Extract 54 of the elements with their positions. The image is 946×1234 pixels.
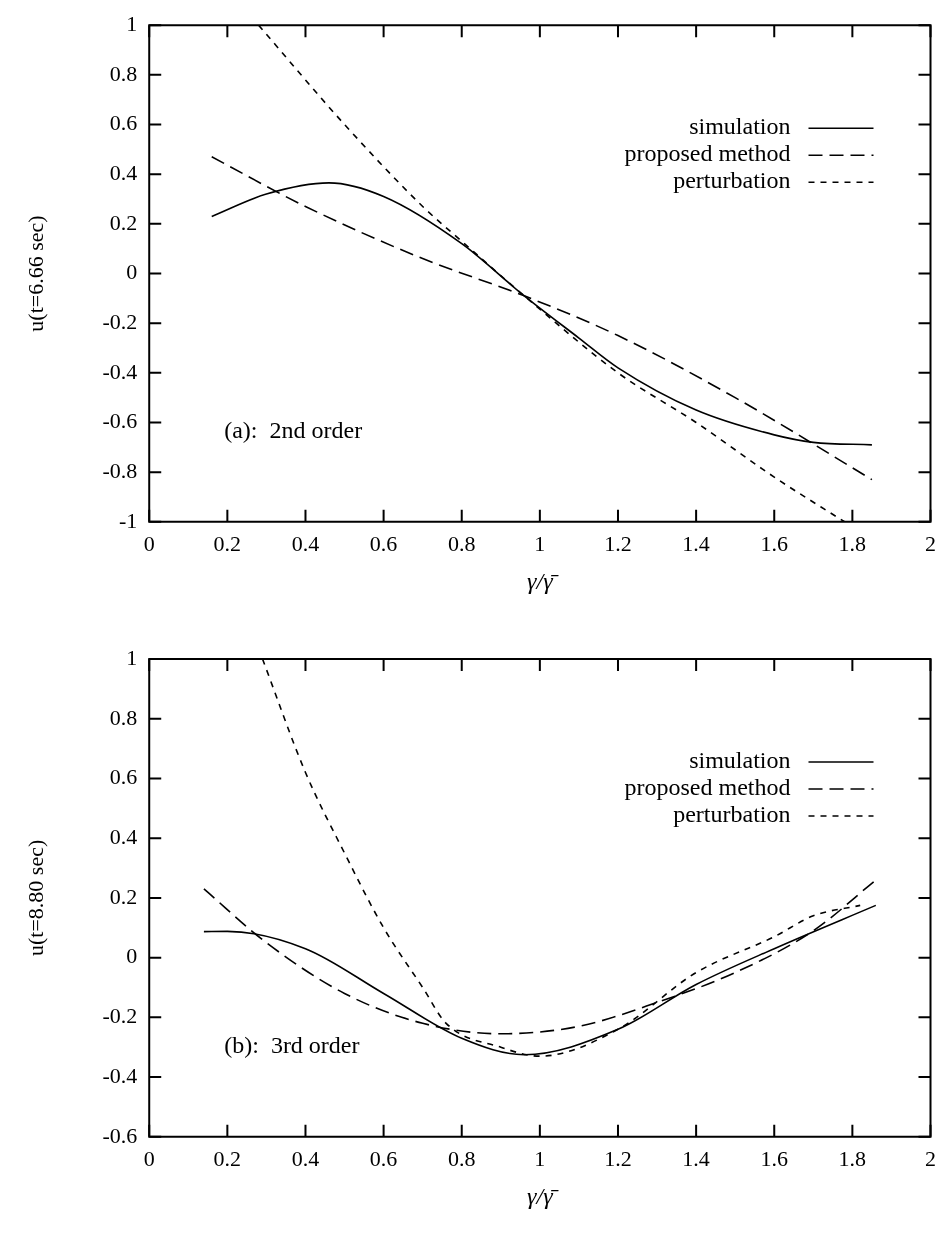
y-tick-label: 0.6 (109, 764, 138, 790)
y-tick-label: -0.2 (102, 308, 138, 334)
y-tick-label: -0.6 (102, 408, 138, 434)
x-tick-label: 1.6 (760, 530, 788, 556)
y-tick-label: -0.2 (102, 1003, 138, 1029)
x-tick-label: 0.8 (447, 530, 476, 556)
legend-label: proposed method (624, 140, 791, 167)
x-tick-label: 1.8 (838, 530, 867, 556)
x-tick-label: 0.6 (369, 1145, 398, 1171)
y-tick-label: -0.4 (102, 358, 138, 384)
x-tick-label: 1 (534, 530, 546, 556)
y-tick-label: 0.8 (109, 60, 138, 86)
y-axis-title: u(t=8.80 sec) (22, 839, 48, 957)
y-tick-label: 0.4 (109, 159, 138, 185)
legend-label: proposed method (624, 774, 791, 801)
annotation: (b): 3rd order (224, 1032, 360, 1059)
y-tick-label: 1 (126, 644, 138, 670)
y-tick-label: 0.2 (109, 883, 138, 909)
annotation: (a): 2nd order (224, 417, 363, 444)
legend-label: perturbation (673, 167, 791, 194)
y-tick-label: 0 (126, 943, 138, 969)
y-tick-label: 0 (126, 259, 138, 285)
x-tick-label: 1 (534, 1145, 546, 1171)
legend-label: simulation (689, 113, 791, 140)
x-tick-label: 1.2 (604, 530, 632, 556)
y-tick-label: 0.6 (109, 110, 138, 136)
x-tick-label: 0.8 (447, 1145, 476, 1171)
x-tick-label: 0.2 (213, 530, 242, 556)
x-tick-label: 0.2 (213, 1145, 242, 1171)
x-axis-title: γ/γ̄ (527, 1182, 559, 1209)
y-tick-label: -0.6 (102, 1122, 138, 1148)
x-tick-label: 1.4 (682, 1145, 710, 1171)
y-tick-label: 1 (126, 10, 138, 36)
y-tick-label: 0.8 (109, 704, 138, 730)
legend-label: perturbation (673, 801, 791, 828)
y-tick-label: -0.8 (102, 457, 138, 483)
y-tick-label: -1 (118, 507, 138, 533)
x-axis-title: γ/γ̄ (527, 567, 559, 594)
x-tick-label: 0.6 (369, 530, 398, 556)
x-tick-label: 0.4 (291, 1145, 320, 1171)
legend-label: simulation (689, 747, 791, 774)
y-tick-label: 0.4 (109, 823, 138, 849)
x-tick-label: 2 (925, 530, 936, 556)
x-tick-label: 1.2 (604, 1145, 632, 1171)
y-tick-label: -0.4 (102, 1062, 138, 1088)
y-axis-title: u(t=6.66 sec) (22, 215, 48, 332)
x-tick-label: 2 (925, 1145, 936, 1171)
x-tick-label: 1.6 (760, 1145, 788, 1171)
x-tick-label: 0.4 (291, 530, 320, 556)
x-tick-label: 1.4 (682, 530, 710, 556)
y-tick-label: 0.2 (109, 209, 138, 235)
x-tick-label: 1.8 (838, 1145, 867, 1171)
x-tick-label: 0 (143, 530, 155, 556)
x-tick-label: 0 (143, 1145, 155, 1171)
